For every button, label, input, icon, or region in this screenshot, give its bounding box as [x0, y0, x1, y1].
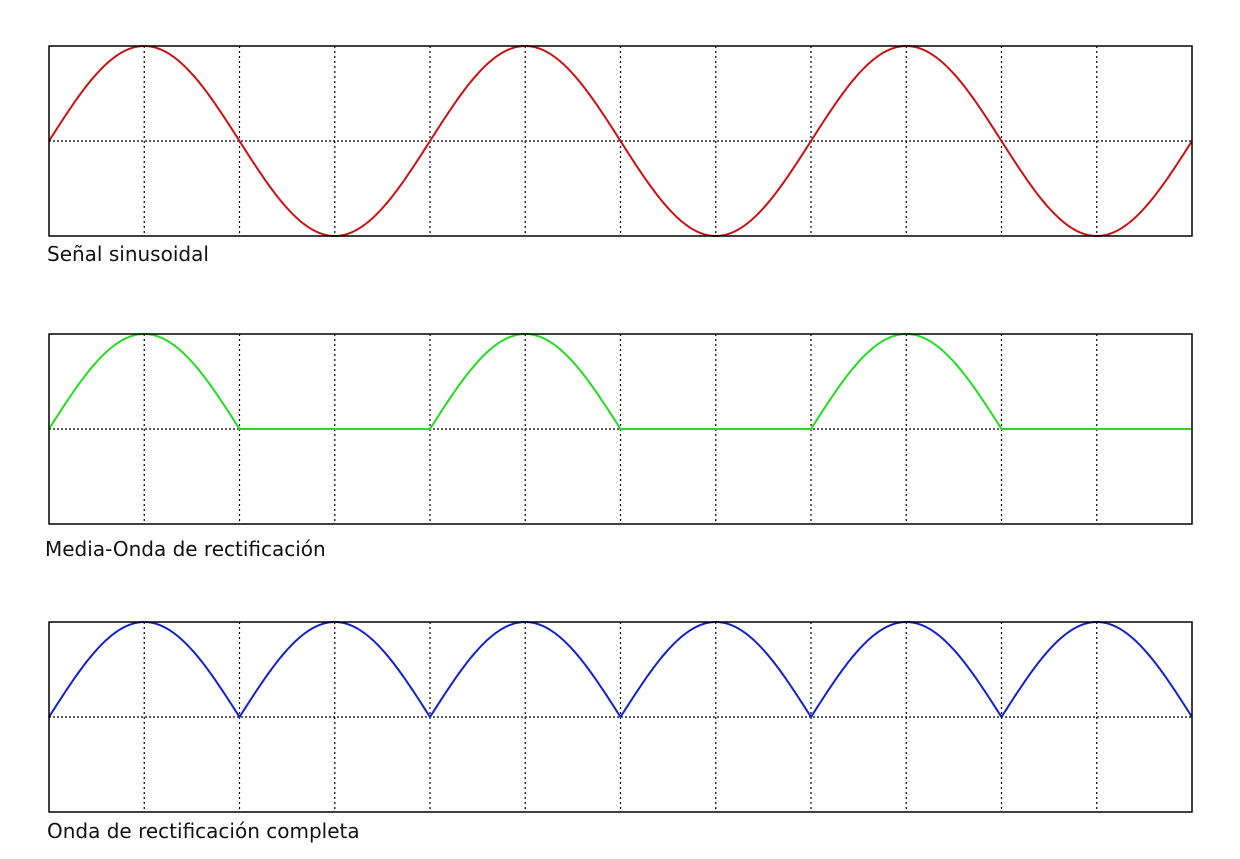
half-wave-curve [48, 332, 1192, 430]
sine-wave-frame [48, 45, 1193, 237]
full-wave-frame [48, 621, 1193, 813]
full-wave-chart: Onda de rectificación completa [0, 576, 1240, 859]
full-wave-curve [48, 620, 1193, 719]
sine-wave-plot [48, 44, 1193, 238]
half-wave-caption: Media-Onda de rectificación [45, 537, 326, 561]
full-wave-plot [48, 620, 1193, 813]
half-wave-chart: Media-Onda de rectificación [0, 288, 1240, 568]
sine-wave-caption: Señal sinusoidal [47, 242, 209, 266]
half-wave-plot [48, 332, 1193, 525]
sine-wave-chart: Señal sinusoidal [0, 0, 1240, 280]
sine-wave-curve [48, 44, 1193, 238]
full-wave-caption: Onda de rectificación completa [47, 819, 360, 843]
half-wave-frame [48, 333, 1193, 525]
